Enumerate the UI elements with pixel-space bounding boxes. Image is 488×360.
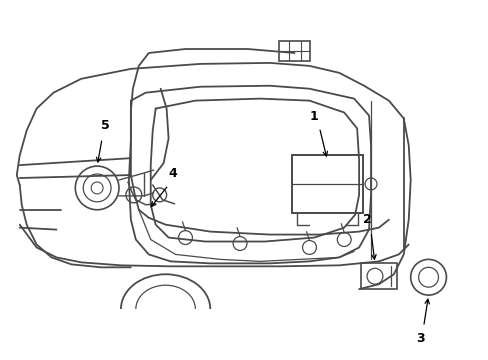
Circle shape <box>152 188 166 202</box>
Circle shape <box>75 166 119 210</box>
Circle shape <box>233 237 246 251</box>
Circle shape <box>83 174 111 202</box>
Text: 1: 1 <box>308 111 317 123</box>
Circle shape <box>178 231 192 244</box>
Circle shape <box>366 268 382 284</box>
Circle shape <box>91 182 103 194</box>
Bar <box>291 155 362 213</box>
Circle shape <box>365 178 376 190</box>
Circle shape <box>337 233 350 247</box>
Circle shape <box>126 187 142 203</box>
Circle shape <box>410 260 446 295</box>
Bar <box>278 41 310 61</box>
Text: 5: 5 <box>101 120 109 132</box>
Text: 4: 4 <box>168 167 177 180</box>
Circle shape <box>418 267 438 287</box>
Text: 2: 2 <box>362 213 371 226</box>
Circle shape <box>302 240 316 255</box>
Text: 3: 3 <box>415 332 424 345</box>
Bar <box>360 264 396 289</box>
